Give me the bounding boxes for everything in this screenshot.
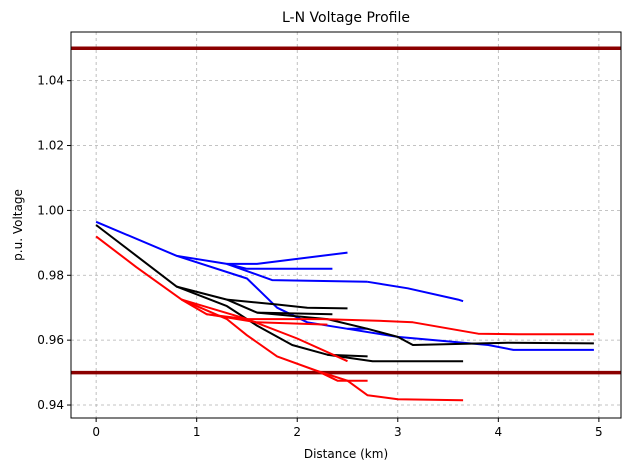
series-lines: [95, 220, 594, 402]
series-line: [327, 353, 464, 363]
series-line: [95, 235, 594, 336]
voltage-limit-lines: [71, 46, 621, 375]
series-line: [181, 298, 348, 363]
axis-ticks: 0 1 2 3 4 5 0.94 0.96 0.98 1.00 1.02 1.04: [37, 74, 602, 439]
y-tick-label: 0.96: [37, 333, 64, 347]
series-line: [316, 370, 464, 402]
series-line: [181, 298, 368, 382]
y-axis-label: p.u. Voltage: [11, 189, 25, 261]
series-line: [367, 280, 464, 303]
x-tick-label: 5: [595, 425, 603, 439]
y-tick-label: 1.02: [37, 139, 64, 153]
x-tick-label: 0: [92, 425, 100, 439]
x-tick-label: 3: [394, 425, 402, 439]
grid: [71, 32, 621, 418]
x-tick-label: 1: [193, 425, 201, 439]
series-line: [95, 224, 368, 358]
y-tick-label: 1.00: [37, 203, 64, 217]
series-line: [347, 327, 594, 351]
y-tick-label: 1.04: [37, 74, 64, 88]
x-tick-label: 4: [495, 425, 503, 439]
chart-title: L-N Voltage Profile: [282, 10, 410, 26]
series-line: [226, 262, 333, 270]
plot-frame: [70, 31, 622, 419]
series-line: [206, 313, 328, 326]
y-tick-label: 0.94: [37, 398, 64, 412]
x-axis-label: Distance (km): [304, 447, 388, 461]
series-line: [176, 254, 368, 283]
y-tick-label: 0.98: [37, 268, 64, 282]
series-line: [176, 285, 348, 310]
x-tick-label: 2: [293, 425, 301, 439]
series-line: [226, 251, 348, 265]
